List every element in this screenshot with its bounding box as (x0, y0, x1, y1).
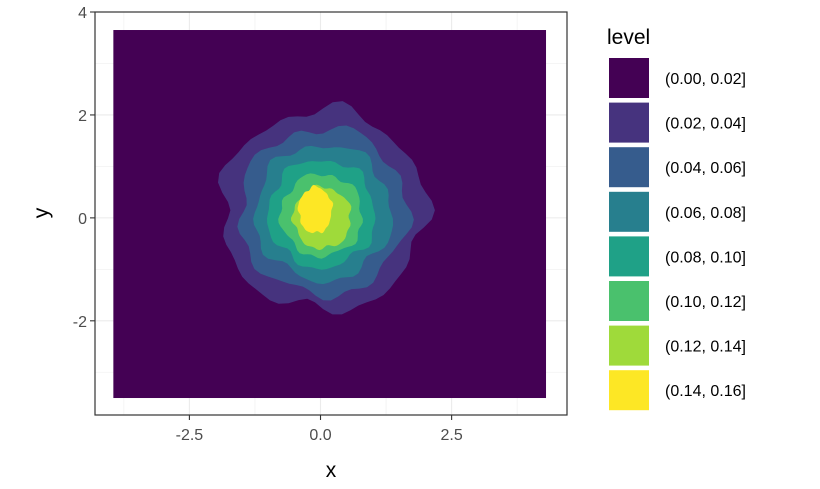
legend-label: (0.10, 0.12] (665, 294, 746, 311)
legend-label: (0.12, 0.14] (665, 339, 746, 356)
legend-title: level (607, 26, 650, 49)
legend-label: (0.00, 0.02] (665, 71, 746, 88)
legend-label: (0.08, 0.10] (665, 249, 746, 266)
x-tick-label: -2.5 (176, 427, 204, 444)
x-tick-label: 2.5 (440, 427, 462, 444)
legend-label: (0.02, 0.04] (665, 116, 746, 133)
y-tick-label: 2 (78, 108, 87, 125)
y-axis-title: y (30, 207, 53, 218)
contour-band-0.14 (297, 184, 334, 234)
y-axis-ticks: -2 0 2 4 (73, 5, 95, 331)
x-axis-title: x (326, 459, 337, 482)
y-tick-label: 0 (78, 211, 87, 228)
legend-key (609, 191, 649, 232)
legend-key (609, 370, 649, 411)
legend-label: (0.06, 0.08] (665, 205, 746, 222)
y-tick-label: -2 (73, 314, 87, 331)
x-tick-label: 0.0 (309, 427, 331, 444)
legend-label: (0.14, 0.16] (665, 383, 746, 400)
plot-border (94, 11, 568, 416)
legend-key (609, 147, 649, 188)
legend-key (609, 281, 649, 321)
legend: (0.00, 0.02] (0.02, 0.04] (0.04, 0.06] (0.0… (609, 58, 746, 411)
legend-key (609, 325, 649, 366)
legend-key (609, 236, 649, 277)
legend-key (609, 58, 649, 98)
legend-label: (0.04, 0.06] (665, 160, 746, 177)
y-tick-label: 4 (78, 5, 87, 22)
legend-key (609, 102, 649, 143)
x-axis-ticks: -2.5 0.0 2.5 (176, 415, 463, 444)
density-contours (113, 30, 547, 399)
